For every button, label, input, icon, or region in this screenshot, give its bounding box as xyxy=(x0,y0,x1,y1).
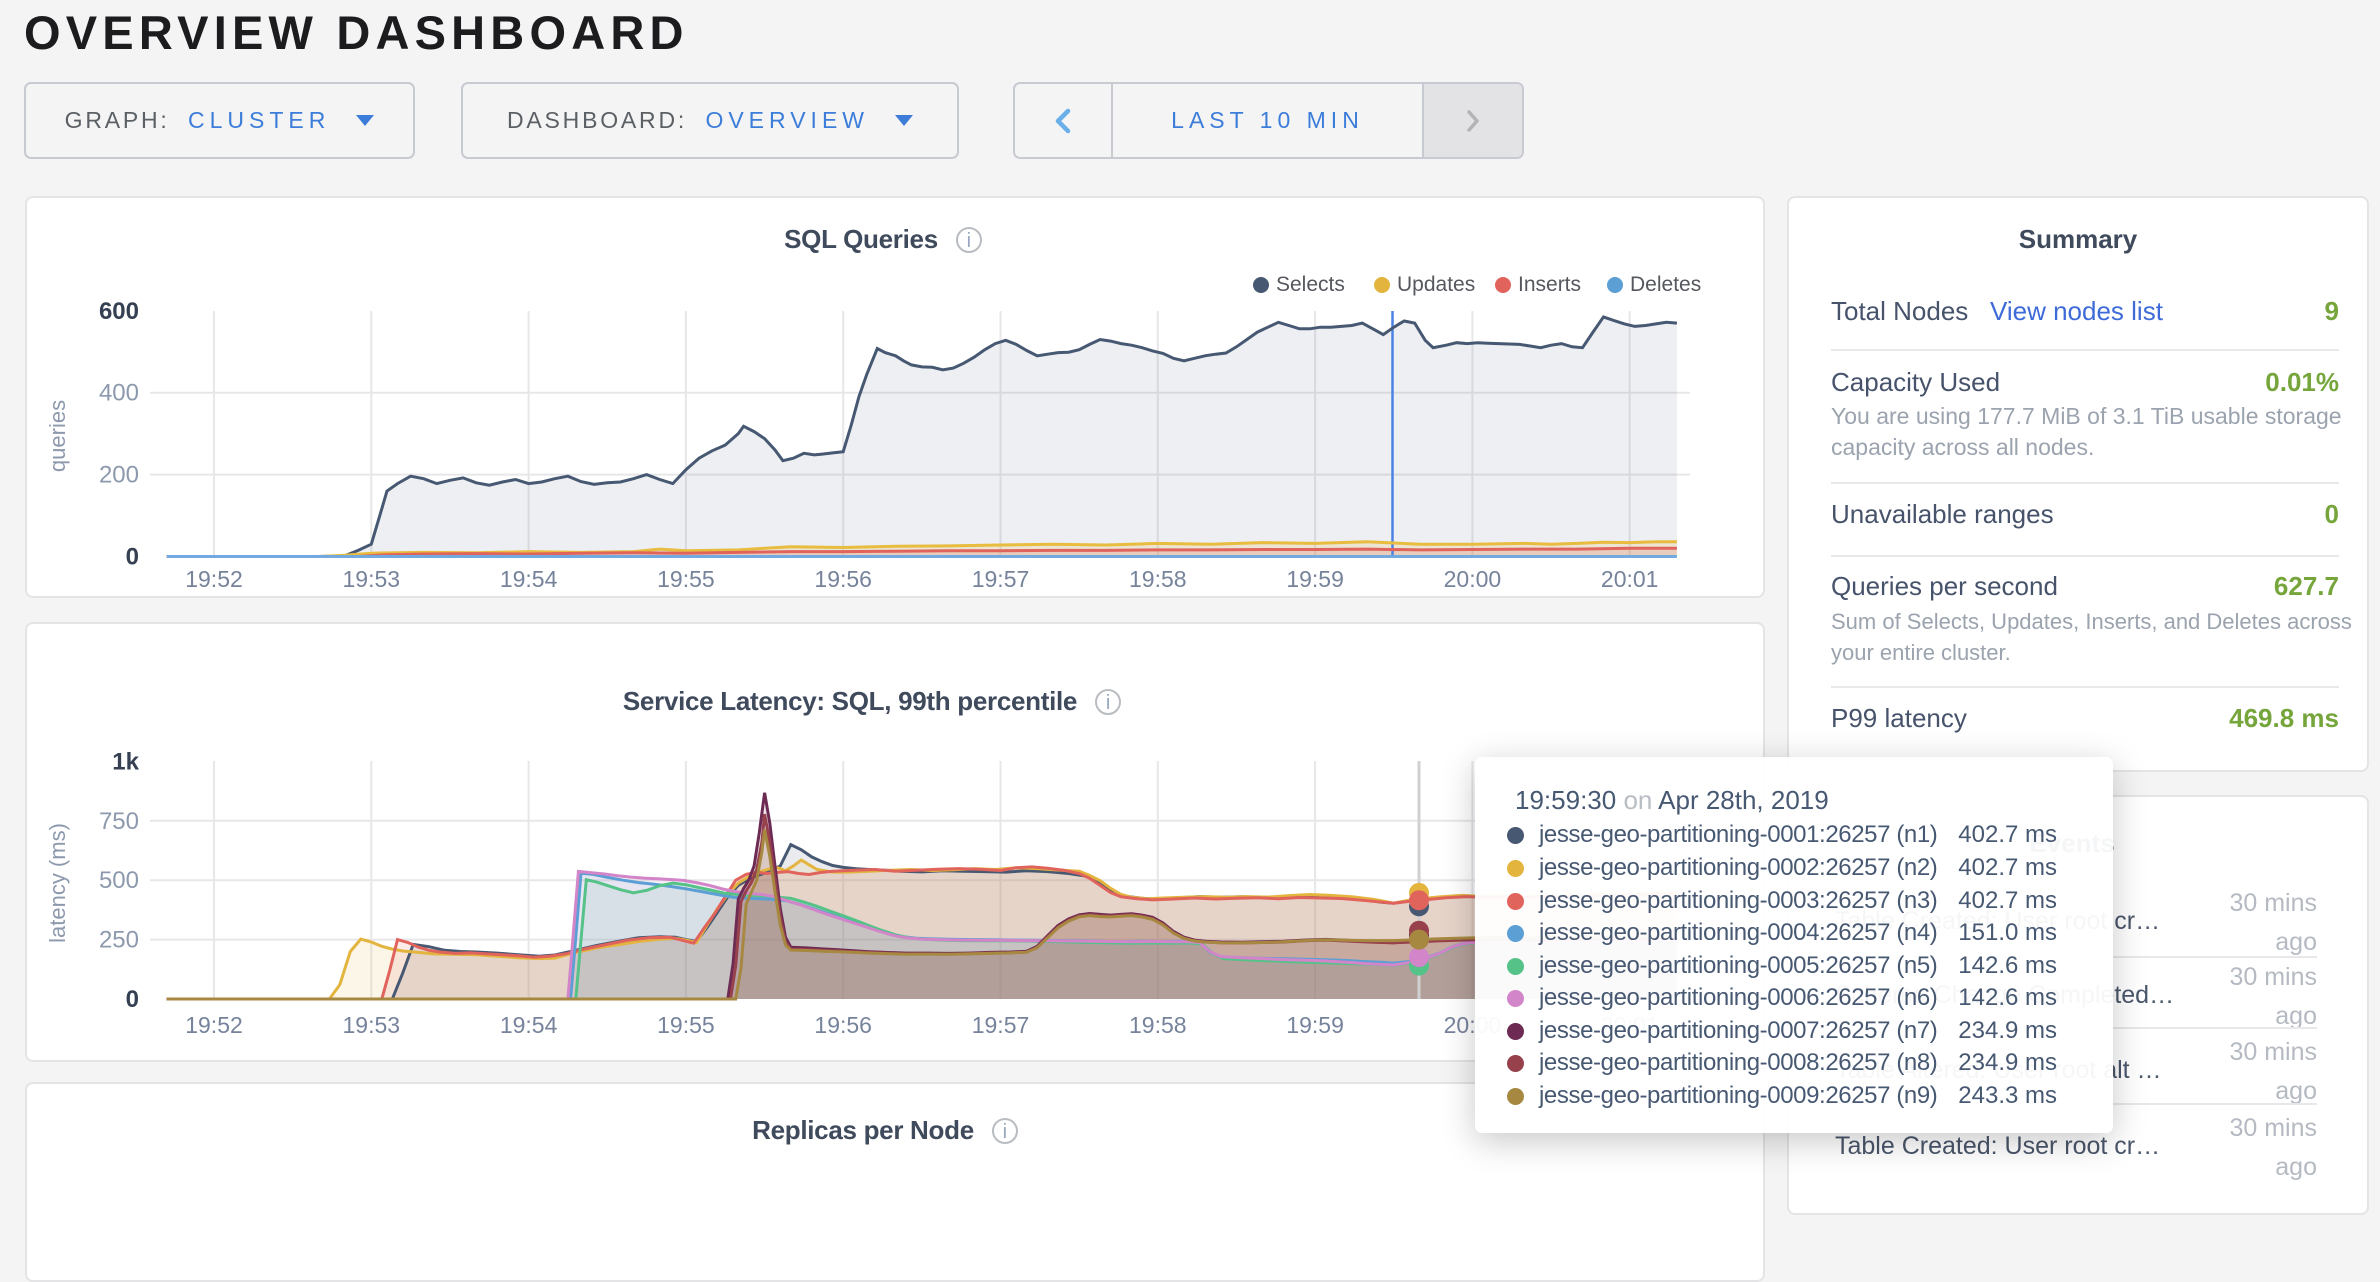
svg-text:19:59: 19:59 xyxy=(1286,1012,1344,1038)
svg-text:19:56: 19:56 xyxy=(814,1012,872,1038)
svg-text:19:53: 19:53 xyxy=(343,566,401,592)
svg-text:19:52: 19:52 xyxy=(185,566,243,592)
svg-text:19:55: 19:55 xyxy=(657,1012,715,1038)
svg-text:19:53: 19:53 xyxy=(343,1012,401,1038)
svg-text:400: 400 xyxy=(99,380,139,407)
svg-text:19:59: 19:59 xyxy=(1286,566,1344,592)
svg-text:600: 600 xyxy=(99,298,139,325)
svg-text:500: 500 xyxy=(99,867,139,894)
svg-text:0: 0 xyxy=(126,544,139,571)
svg-text:queries: queries xyxy=(45,400,70,472)
svg-text:19:55: 19:55 xyxy=(657,566,715,592)
svg-text:750: 750 xyxy=(99,808,139,835)
svg-text:200: 200 xyxy=(99,462,139,489)
svg-text:20:00: 20:00 xyxy=(1444,566,1502,592)
svg-text:19:57: 19:57 xyxy=(972,1012,1030,1038)
svg-text:1k: 1k xyxy=(112,748,139,775)
svg-text:latency (ms): latency (ms) xyxy=(45,823,70,943)
svg-text:19:54: 19:54 xyxy=(500,1012,558,1038)
svg-text:20:01: 20:01 xyxy=(1601,566,1659,592)
svg-text:19:56: 19:56 xyxy=(814,566,872,592)
svg-text:19:57: 19:57 xyxy=(972,566,1030,592)
svg-text:19:58: 19:58 xyxy=(1129,1012,1187,1038)
svg-text:250: 250 xyxy=(99,927,139,954)
svg-text:19:58: 19:58 xyxy=(1129,566,1187,592)
svg-text:19:54: 19:54 xyxy=(500,566,558,592)
svg-text:19:52: 19:52 xyxy=(185,1012,243,1038)
svg-text:0: 0 xyxy=(126,986,139,1013)
